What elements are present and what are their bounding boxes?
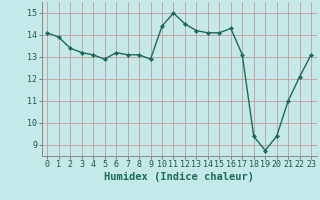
X-axis label: Humidex (Indice chaleur): Humidex (Indice chaleur) bbox=[104, 172, 254, 182]
